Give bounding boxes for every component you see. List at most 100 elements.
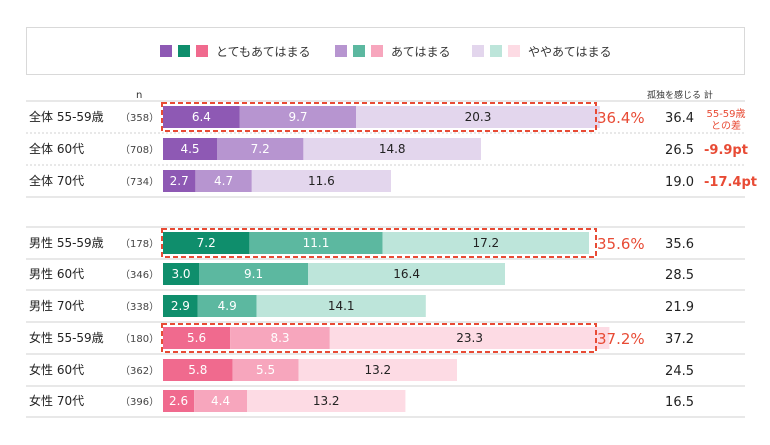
bar-segment [163, 263, 199, 285]
n-header: n [136, 90, 142, 101]
bar-value-label: 17.2 [472, 236, 499, 250]
bar-value-label: 4.4 [211, 394, 230, 408]
legend-swatch [371, 45, 383, 57]
bar-value-label: 13.2 [364, 363, 391, 377]
bar-value-label: 6.4 [192, 110, 211, 124]
bar-segment [163, 327, 231, 349]
row-total: 26.5 [665, 143, 694, 158]
bar-segment [239, 106, 357, 128]
row-n: （708） [120, 144, 159, 156]
row-diff: -17.4pt [704, 175, 757, 190]
legend-swatch [196, 45, 208, 57]
total-header: 孤独を感じる 計 [647, 89, 713, 101]
row-diff: -9.9pt [704, 143, 748, 158]
callout-label: 35.6% [597, 235, 645, 253]
bar-value-label: 9.1 [244, 267, 263, 281]
bar-segment [194, 390, 247, 412]
bar-segment [163, 170, 196, 192]
bar-value-label: 20.3 [465, 110, 492, 124]
highlight-box [161, 228, 597, 258]
bar-value-label: 16.4 [393, 267, 420, 281]
bar-value-label: 3.0 [171, 267, 190, 281]
bar-segment [163, 138, 217, 160]
row-label: 男性 60代 [29, 267, 84, 281]
legend-label: とてもあてはまる [216, 45, 311, 59]
row-n: （358） [120, 112, 159, 124]
bar-value-label: 2.7 [170, 174, 189, 188]
row-total: 35.6 [665, 237, 694, 252]
bar-value-label: 2.6 [169, 394, 188, 408]
bar-segment [303, 138, 481, 160]
row-label: 全体 55-59歳 [29, 109, 104, 124]
row-total: 21.9 [665, 300, 694, 315]
legend-swatch [353, 45, 365, 57]
legend-swatch [160, 45, 172, 57]
row-n: （338） [120, 301, 159, 313]
legend-label: ややあてはまる [528, 45, 612, 59]
bar-segment [308, 263, 505, 285]
row-total: 24.5 [665, 364, 694, 379]
bar-value-label: 4.9 [218, 299, 237, 313]
bar-segment [230, 327, 330, 349]
row-label: 男性 70代 [29, 299, 84, 313]
bar-value-label: 9.7 [288, 110, 307, 124]
bar-segment [163, 295, 198, 317]
row-n: （734） [120, 176, 159, 188]
row-label: 女性 55-59歳 [29, 330, 104, 345]
bar-value-label: 5.8 [188, 363, 207, 377]
legend-swatch [508, 45, 520, 57]
row-total: 36.4 [665, 111, 694, 126]
row-n: （346） [120, 269, 159, 281]
bar-value-label: 8.3 [270, 331, 289, 345]
highlight-box [161, 102, 597, 132]
bar-segment [247, 390, 406, 412]
bar-segment [217, 138, 304, 160]
bar-value-label: 7.2 [197, 236, 216, 250]
bar-value-label: 11.1 [303, 236, 330, 250]
legend-swatch [335, 45, 347, 57]
bar-value-label: 4.5 [180, 142, 199, 156]
bar-value-label: 5.5 [256, 363, 275, 377]
bar-segment [298, 359, 457, 381]
row-n: （362） [120, 365, 159, 377]
bar-segment [163, 232, 250, 254]
callout-label: 37.2% [597, 330, 645, 348]
bar-value-label: 23.3 [456, 331, 483, 345]
bar-value-label: 13.2 [313, 394, 340, 408]
bar-segment [256, 295, 426, 317]
bar-value-label: 5.6 [187, 331, 206, 345]
legend-label: あてはまる [391, 45, 451, 59]
bar-segment [232, 359, 299, 381]
bar-segment [382, 232, 589, 254]
bar-segment [197, 295, 257, 317]
row-total: 28.5 [665, 268, 694, 283]
legend-swatch [472, 45, 484, 57]
bar-segment [199, 263, 309, 285]
bar-value-label: 4.7 [214, 174, 233, 188]
row-total: 19.0 [665, 175, 694, 190]
bar-segment [195, 170, 252, 192]
row-label: 女性 60代 [29, 362, 84, 377]
legend-swatch [490, 45, 502, 57]
bar-value-label: 14.1 [328, 299, 355, 313]
bar-segment [356, 106, 600, 128]
bar-segment [163, 390, 195, 412]
bar-segment [163, 359, 233, 381]
row-label: 女性 70代 [29, 393, 84, 408]
bar-value-label: 7.2 [251, 142, 270, 156]
row-n: （396） [120, 396, 159, 408]
bar-value-label: 2.9 [171, 299, 190, 313]
row-n: （178） [120, 238, 159, 250]
bar-segment [329, 327, 610, 349]
row-label: 男性 55-59歳 [29, 236, 104, 250]
row-label: 全体 60代 [29, 141, 84, 156]
row-n: （180） [120, 333, 159, 345]
diff-header: 55-59歳 [706, 108, 745, 120]
callout-label: 36.4% [597, 109, 645, 127]
bar-segment [251, 170, 391, 192]
bar-segment [249, 232, 383, 254]
bar-value-label: 11.6 [308, 174, 335, 188]
legend-swatch [178, 45, 190, 57]
